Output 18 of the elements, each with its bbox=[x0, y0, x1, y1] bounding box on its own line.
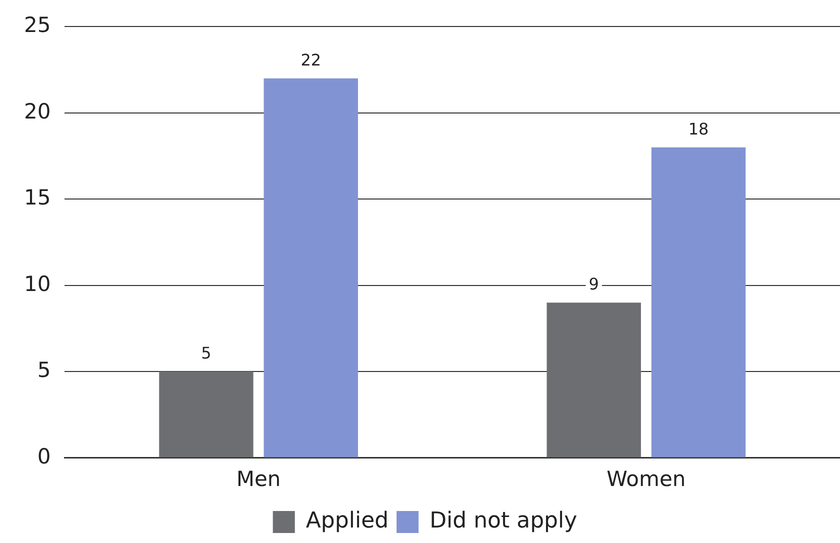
data-label: 18 bbox=[688, 119, 709, 138]
y-tick-label: 25 bbox=[24, 13, 51, 38]
legend-label: Applied bbox=[306, 508, 389, 534]
bar bbox=[546, 302, 641, 458]
data-label: 9 bbox=[588, 274, 599, 294]
y-tick-label: 5 bbox=[37, 358, 51, 382]
bar bbox=[159, 372, 254, 458]
bar bbox=[264, 78, 358, 458]
y-tick-label: 15 bbox=[24, 186, 51, 210]
y-tick-label: 0 bbox=[37, 444, 51, 468]
legend-label: Did not apply bbox=[430, 508, 578, 534]
data-label: 22 bbox=[300, 50, 322, 70]
y-tick-label: 10 bbox=[24, 272, 51, 296]
y-tick-label: 20 bbox=[24, 99, 51, 124]
bar bbox=[651, 147, 746, 458]
x-tick-label: Men bbox=[236, 466, 281, 491]
x-tick-label: Women bbox=[606, 466, 686, 491]
data-label: 5 bbox=[201, 344, 212, 363]
